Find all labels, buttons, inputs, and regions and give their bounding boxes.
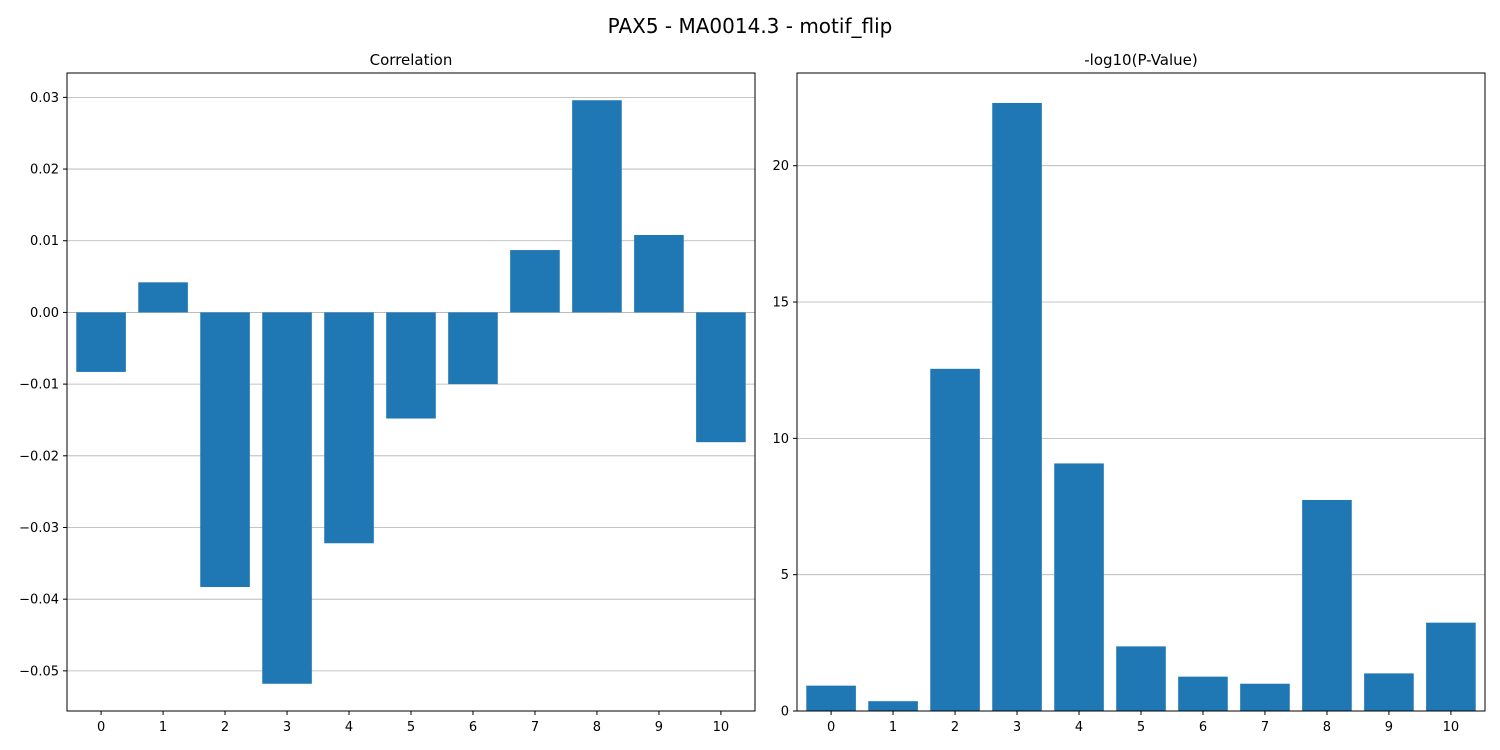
correlation-bar-3: [262, 312, 312, 684]
correlation-xtick-label: 2: [221, 720, 229, 735]
pvalue-axes-frame: [796, 72, 1486, 712]
correlation-bar-2: [200, 312, 250, 587]
correlation-xtick-label: 5: [407, 720, 415, 735]
correlation-ytick-label: 0.02: [30, 163, 59, 178]
pvalue-xtick-label: 8: [1323, 720, 1331, 735]
pvalue-ytick-label: 5: [781, 568, 789, 583]
correlation-ytick-label: −0.05: [19, 664, 59, 679]
correlation-chart-title: Correlation: [370, 51, 453, 69]
pvalue-ytick-label: 0: [781, 705, 789, 720]
correlation-panel: Correlation −0.05 −0.04 −0.03 −0.02 −0.01 0.0…: [19, 51, 756, 735]
pvalue-ytick-label: 20: [772, 159, 789, 174]
pvalue-ytick-label: 15: [772, 296, 789, 311]
correlation-xtick-label: 1: [159, 720, 167, 735]
correlation-ytick-label: 0.01: [30, 234, 59, 249]
pvalue-xtick-label: 5: [1137, 720, 1145, 735]
pvalue-xtick-label: 7: [1261, 720, 1269, 735]
correlation-xtick-label: 7: [531, 720, 539, 735]
pvalue-xtick-label: 10: [1443, 720, 1460, 735]
pvalue-bar-6: [1178, 676, 1228, 711]
correlation-xtick-label: 6: [469, 720, 477, 735]
correlation-ytick-label: −0.01: [19, 378, 59, 393]
correlation-xtick-label: 10: [713, 720, 730, 735]
pvalue-ytick-label: 10: [772, 432, 789, 447]
correlation-bar-6: [448, 312, 498, 385]
pvalue-panel: -log10(P-Value) 0 5 10 15 20 0 1 2 3 4 5 6 7 8 9 10: [772, 51, 1486, 735]
correlation-xtick-label: 4: [345, 720, 353, 735]
correlation-ytick-label: −0.03: [19, 521, 59, 536]
correlation-bar-8: [572, 100, 622, 313]
pvalue-bar-10: [1426, 622, 1476, 711]
correlation-ytick-label: 0.03: [30, 91, 59, 106]
correlation-bar-9: [634, 235, 684, 313]
correlation-bar-5: [386, 312, 436, 419]
correlation-ytick-label: −0.02: [19, 449, 59, 464]
pvalue-xtick-label: 1: [889, 720, 897, 735]
pvalue-xtick-label: 9: [1385, 720, 1393, 735]
pvalue-bar-4: [1054, 463, 1104, 711]
correlation-bar-0: [76, 312, 126, 372]
correlation-bar-10: [696, 312, 746, 443]
pvalue-xtick-label: 0: [827, 720, 835, 735]
correlation-bar-1: [138, 282, 188, 313]
pvalue-xtick-label: 3: [1013, 720, 1021, 735]
correlation-ytick-label: 0.00: [30, 306, 59, 321]
correlation-ytick-label: −0.04: [19, 593, 59, 608]
figure-title: PAX5 - MA0014.3 - motif_flip: [608, 14, 893, 38]
pvalue-bar-9: [1364, 673, 1414, 711]
pvalue-bar-3: [992, 102, 1042, 711]
correlation-bar-7: [510, 250, 560, 313]
correlation-bar-4: [324, 312, 374, 544]
pvalue-bar-1: [868, 701, 918, 711]
pvalue-bar-0: [806, 685, 856, 711]
correlation-xtick-label: 3: [283, 720, 291, 735]
pvalue-xtick-label: 6: [1199, 720, 1207, 735]
correlation-xtick-label: 9: [655, 720, 663, 735]
pvalue-chart-title: -log10(P-Value): [1084, 51, 1198, 69]
correlation-xtick-label: 0: [97, 720, 105, 735]
pvalue-bar-2: [930, 368, 980, 711]
correlation-xtick-label: 8: [593, 720, 601, 735]
pvalue-xtick-label: 4: [1075, 720, 1083, 735]
pvalue-bar-8: [1302, 499, 1352, 711]
pvalue-bar-5: [1116, 646, 1166, 711]
pvalue-xtick-label: 2: [951, 720, 959, 735]
pvalue-bar-7: [1240, 683, 1290, 711]
